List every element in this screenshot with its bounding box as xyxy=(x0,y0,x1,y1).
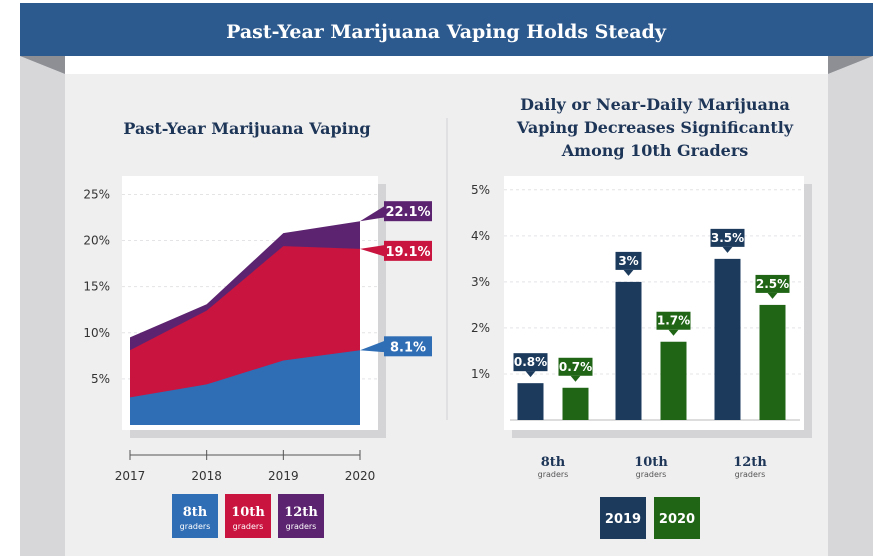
area-x-tick-label: 2017 xyxy=(115,469,146,483)
bar-value-label: 3% xyxy=(615,251,642,276)
area-x-tick-label: 2019 xyxy=(268,469,299,483)
left-side-wall xyxy=(20,56,65,556)
bar-y-tick-label: 2% xyxy=(471,321,490,335)
bar-label-pointer xyxy=(767,292,778,299)
bar-value-label: 2.5% xyxy=(755,274,790,299)
legend-swatch xyxy=(278,494,324,538)
area-chart: Past-Year Marijuana Vaping 5% 10% 15% 20% 25… xyxy=(83,119,432,538)
bar-plot-background xyxy=(504,176,804,430)
bar-legend-2020: 2020 xyxy=(654,497,700,539)
area-legend-8th: 8th graders xyxy=(172,494,218,538)
bar-label-box xyxy=(710,228,745,247)
bar-category-sublabel: graders xyxy=(636,470,667,479)
callout-box xyxy=(384,240,432,261)
bar-label-box xyxy=(513,353,548,372)
right-side-wall xyxy=(828,56,873,556)
bar-y-tick-label: 1% xyxy=(471,367,490,381)
legend-label: 10th xyxy=(231,505,265,520)
legend-swatch xyxy=(172,494,218,538)
callout-box xyxy=(384,201,432,222)
bar-label-pointer xyxy=(623,269,634,276)
area-y-tick-label: 20% xyxy=(83,234,110,248)
legend-sublabel: graders xyxy=(233,522,264,531)
legend-label: 2019 xyxy=(605,512,641,527)
bar-value-label: 3.5% xyxy=(710,228,745,253)
bar-label-text: 1.7% xyxy=(657,314,690,328)
bar-2020-8th xyxy=(562,387,589,420)
area-y-tick-label: 5% xyxy=(91,372,110,386)
callout-value: 22.1% xyxy=(385,205,430,220)
bar-2019-8th xyxy=(517,383,544,420)
bar-label-box xyxy=(755,274,790,293)
bar-chart-title-line-2: Vaping Decreases Significantly xyxy=(516,118,794,137)
area-x-tick-label: 2018 xyxy=(191,469,222,483)
bar-legend-2019: 2019 xyxy=(600,497,646,539)
area-chart-title: Past-Year Marijuana Vaping xyxy=(123,119,370,138)
banner-fold-left xyxy=(20,56,65,74)
banner-fold-right xyxy=(828,56,873,74)
legend-sublabel: graders xyxy=(286,522,317,531)
bar-label-text: 2.5% xyxy=(756,277,789,291)
title-banner xyxy=(20,3,873,56)
banner-title: Past-Year Marijuana Vaping Holds Steady xyxy=(226,21,667,43)
legend-label: 2020 xyxy=(659,512,695,527)
area-end-label-8th: 8.1% xyxy=(360,336,432,357)
area-end-label-10th: 19.1% xyxy=(360,240,432,261)
bar-label-pointer xyxy=(570,375,581,382)
bar-chart-title-line-1: Daily or Near-Daily Marijuana xyxy=(520,95,790,114)
bar-category-label: 8th xyxy=(541,455,566,470)
bar-label-box xyxy=(558,357,593,376)
area-x-tick-label: 2020 xyxy=(345,469,376,483)
area-y-tick-label: 25% xyxy=(83,187,110,201)
bar-category-label: 10th xyxy=(634,455,668,470)
bar-y-tick-label: 5% xyxy=(471,183,490,197)
callout-pointer xyxy=(360,205,386,222)
bar-category-sublabel: graders xyxy=(538,470,569,479)
bar-label-pointer xyxy=(722,246,733,253)
callout-value: 19.1% xyxy=(385,245,430,260)
bar-label-text: 0.7% xyxy=(559,360,592,374)
legend-label: 8th xyxy=(183,505,208,520)
callout-pointer xyxy=(360,340,386,353)
area-legend-12th: 12th graders xyxy=(278,494,324,538)
bar-chart: Daily or Near-Daily Marijuana Vaping Dec… xyxy=(471,95,812,539)
bar-2020-10th xyxy=(660,341,687,420)
legend-swatch xyxy=(654,497,700,539)
bar-label-text: 3% xyxy=(618,254,638,268)
callout-box xyxy=(384,336,432,357)
callout-pointer xyxy=(360,244,386,257)
bar-chart-title-line-3: Among 10th Graders xyxy=(561,141,749,160)
area-end-label-12th: 22.1% xyxy=(360,201,432,222)
bar-y-tick-label: 4% xyxy=(471,229,490,243)
callout-value: 8.1% xyxy=(390,340,426,355)
bar-label-box xyxy=(656,311,691,330)
area-series-8th xyxy=(130,350,360,425)
bar-label-pointer xyxy=(525,371,536,378)
bar-value-label: 0.7% xyxy=(558,357,593,382)
bar-value-label: 0.8% xyxy=(513,353,548,378)
area-y-tick-label: 10% xyxy=(83,326,110,340)
legend-swatch xyxy=(600,497,646,539)
bar-label-pointer xyxy=(668,329,679,336)
bar-label-box xyxy=(615,251,642,270)
legend-swatch xyxy=(225,494,271,538)
bar-2019-10th xyxy=(615,281,642,420)
bar-2019-12th xyxy=(714,258,741,420)
bar-label-text: 3.5% xyxy=(711,231,744,245)
bar-category-label: 12th xyxy=(733,455,767,470)
legend-sublabel: graders xyxy=(180,522,211,531)
bar-2020-12th xyxy=(759,304,786,420)
legend-label: 12th xyxy=(284,505,318,520)
bar-y-tick-label: 3% xyxy=(471,275,490,289)
bar-category-sublabel: graders xyxy=(735,470,766,479)
area-legend-10th: 10th graders xyxy=(225,494,271,538)
bar-label-text: 0.8% xyxy=(514,355,547,369)
bar-value-label: 1.7% xyxy=(656,311,691,336)
area-y-tick-label: 15% xyxy=(83,280,110,294)
